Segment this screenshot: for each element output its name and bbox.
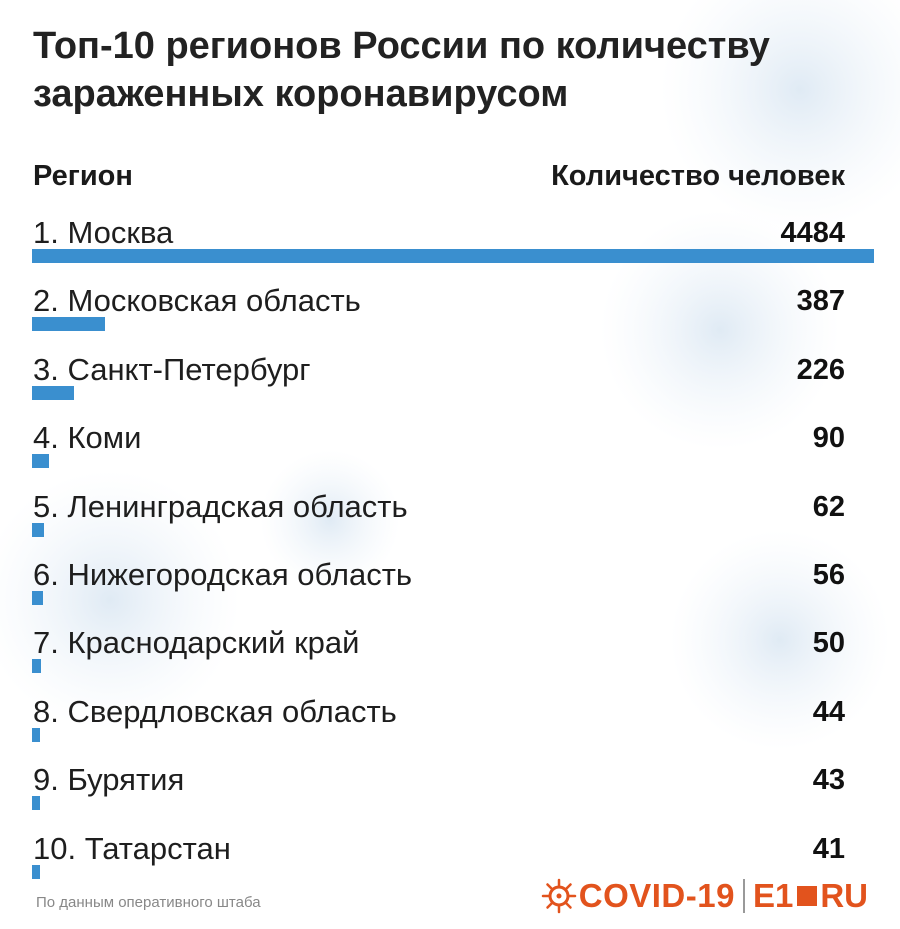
ru-logo-text: RU xyxy=(820,877,868,914)
bar-row: 5. Ленинградская область 62 xyxy=(0,489,900,557)
bar xyxy=(32,659,42,674)
value-label: 43 xyxy=(812,764,845,797)
logo-divider xyxy=(742,879,745,913)
value-label: 44 xyxy=(812,695,845,728)
region-column-header: Регион xyxy=(33,160,133,192)
count-column-header: Количество человек xyxy=(551,160,845,192)
bar xyxy=(32,864,40,879)
value-label: 41 xyxy=(812,832,845,865)
bar-row: 8. Свердловская область 44 xyxy=(0,694,900,762)
bar xyxy=(32,522,44,537)
value-label: 90 xyxy=(812,422,845,455)
virus-icon xyxy=(541,878,576,914)
source-note: По данным оперативного штаба xyxy=(36,894,261,911)
bar-row: 3. Санкт-Петербург 226 xyxy=(0,352,900,420)
bar-row: 1. Москва 4484 xyxy=(0,215,900,283)
bar-row: 10. Татарстан 41 xyxy=(0,831,900,899)
bar xyxy=(32,249,874,263)
brand-logo: COVID-19 E1 RU xyxy=(541,877,868,915)
bar xyxy=(32,591,43,605)
bar xyxy=(32,796,41,811)
chart-title: Топ-10 регионов России по количеству зар… xyxy=(33,25,770,115)
region-label: 3. Санкт-Петербург xyxy=(33,351,311,387)
value-label: 4484 xyxy=(780,217,845,249)
e1-logo-text: E1 xyxy=(752,877,794,914)
bar xyxy=(32,727,41,742)
region-label: 6. Нижегородская область xyxy=(33,557,413,592)
bar xyxy=(32,317,105,332)
bar-row: 7. Краснодарский край 50 xyxy=(0,625,900,693)
bar xyxy=(32,385,75,400)
region-label: 5. Ленинградская область xyxy=(33,488,408,524)
bar xyxy=(32,454,49,469)
value-label: 56 xyxy=(812,559,845,591)
bar-row: 2. Московская область 387 xyxy=(0,283,900,351)
region-label: 8. Свердловская область xyxy=(33,693,397,729)
region-label: 10. Татарстан xyxy=(33,830,231,866)
value-label: 387 xyxy=(796,285,845,318)
region-label: 7. Краснодарский край xyxy=(33,625,360,661)
e1-logo-square xyxy=(797,886,818,906)
bar-row: 9. Бурятия 43 xyxy=(0,762,900,830)
covid-19-logo-text: COVID-19 xyxy=(578,877,735,914)
value-label: 62 xyxy=(812,490,845,523)
region-label: 9. Бурятия xyxy=(33,762,185,798)
region-label: 2. Московская область xyxy=(33,283,361,319)
bar-row: 4. Коми 90 xyxy=(0,420,900,488)
region-label: 1. Москва xyxy=(33,215,174,250)
bar-row: 6. Нижегородская область 56 xyxy=(0,557,900,625)
value-label: 226 xyxy=(796,353,845,386)
region-label: 4. Коми xyxy=(33,420,142,456)
value-label: 50 xyxy=(812,627,845,660)
